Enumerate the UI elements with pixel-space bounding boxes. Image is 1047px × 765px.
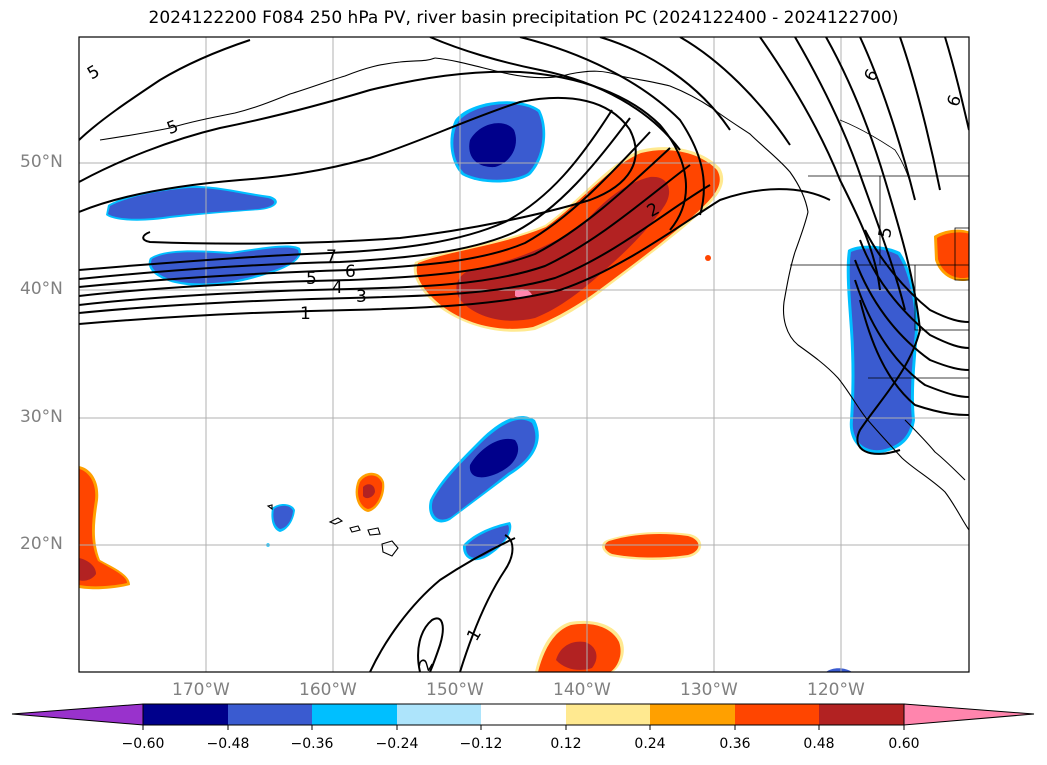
contour-label: 3 xyxy=(356,287,367,307)
contour-label: 5 xyxy=(306,269,317,289)
contour-label: 5 xyxy=(164,117,181,139)
positive-precip-region-bottom xyxy=(535,620,624,672)
contour-label: 7 xyxy=(326,247,337,267)
colorbar-bin xyxy=(566,704,650,725)
negative-precip-region-northwest xyxy=(106,185,301,286)
colorbar-tick-label: 0.12 xyxy=(550,736,582,752)
colorbar-bin xyxy=(143,704,228,725)
negative-precip-region-gulf-of-alaska xyxy=(450,101,546,183)
contour-label: 5 xyxy=(875,226,897,240)
contour-label: 1 xyxy=(300,304,311,324)
chart-title: 2024122200 F084 250 hPa PV, river basin … xyxy=(148,8,899,28)
lat-label-30n: 30°N xyxy=(20,407,63,427)
colorbar-tick-label: −0.60 xyxy=(121,736,165,752)
political-borders xyxy=(790,119,969,379)
negative-precip-region-west-coast xyxy=(846,245,918,454)
colorbar-bin xyxy=(650,704,735,725)
colorbar-bin xyxy=(819,704,904,725)
colorbar-bin xyxy=(397,704,481,725)
colorbar-tick-label: −0.48 xyxy=(206,736,250,752)
map-frame xyxy=(78,36,970,673)
lon-label-130w: 130°W xyxy=(680,680,738,700)
lat-label-50n: 50°N xyxy=(20,152,63,172)
colorbar-tick-label: −0.24 xyxy=(375,736,419,752)
positive-precip-region-hawaii xyxy=(355,472,385,512)
lon-label-120w: 120°W xyxy=(807,680,865,700)
colorbar-tick-label: 0.48 xyxy=(803,736,835,752)
colorbar-bin xyxy=(481,704,566,725)
lon-label-170w: 170°W xyxy=(172,680,230,700)
lon-label-150w: 150°W xyxy=(426,680,484,700)
gridlines xyxy=(79,37,969,672)
colorbar-tick-label: −0.36 xyxy=(290,736,334,752)
contour-label: 5 xyxy=(84,61,103,84)
colorbar-bin xyxy=(735,704,819,725)
contour-label: 4 xyxy=(332,278,343,298)
pv-contours xyxy=(79,37,969,672)
lon-label-160w: 160°W xyxy=(299,680,357,700)
colorbar-bin xyxy=(312,704,397,725)
colorbar-bin xyxy=(228,704,312,725)
positive-precip-region-right-edge xyxy=(705,229,969,281)
positive-precip-region-subtropical xyxy=(602,532,702,560)
colorbar-over-triangle xyxy=(903,703,1035,726)
coastlines xyxy=(99,57,969,557)
positive-precip-region-ar xyxy=(413,147,724,332)
lat-label-20n: 20°N xyxy=(20,534,63,554)
contour-label: 6 xyxy=(345,262,356,282)
lon-label-140w: 140°W xyxy=(553,680,611,700)
colorbar-tick-label: 0.24 xyxy=(634,736,666,752)
negative-precip-region-subtropical xyxy=(266,416,852,672)
colorbar xyxy=(11,703,1035,730)
positive-precip-region-left-edge xyxy=(79,466,130,590)
colorbar-under-triangle xyxy=(11,703,144,726)
contour-label: 6 xyxy=(943,92,965,109)
colorbar-tick-label: −0.12 xyxy=(459,736,503,752)
colorbar-tick-label: 0.36 xyxy=(719,736,751,752)
colorbar-tick-label: 0.60 xyxy=(888,736,920,752)
lat-label-40n: 40°N xyxy=(20,279,63,299)
